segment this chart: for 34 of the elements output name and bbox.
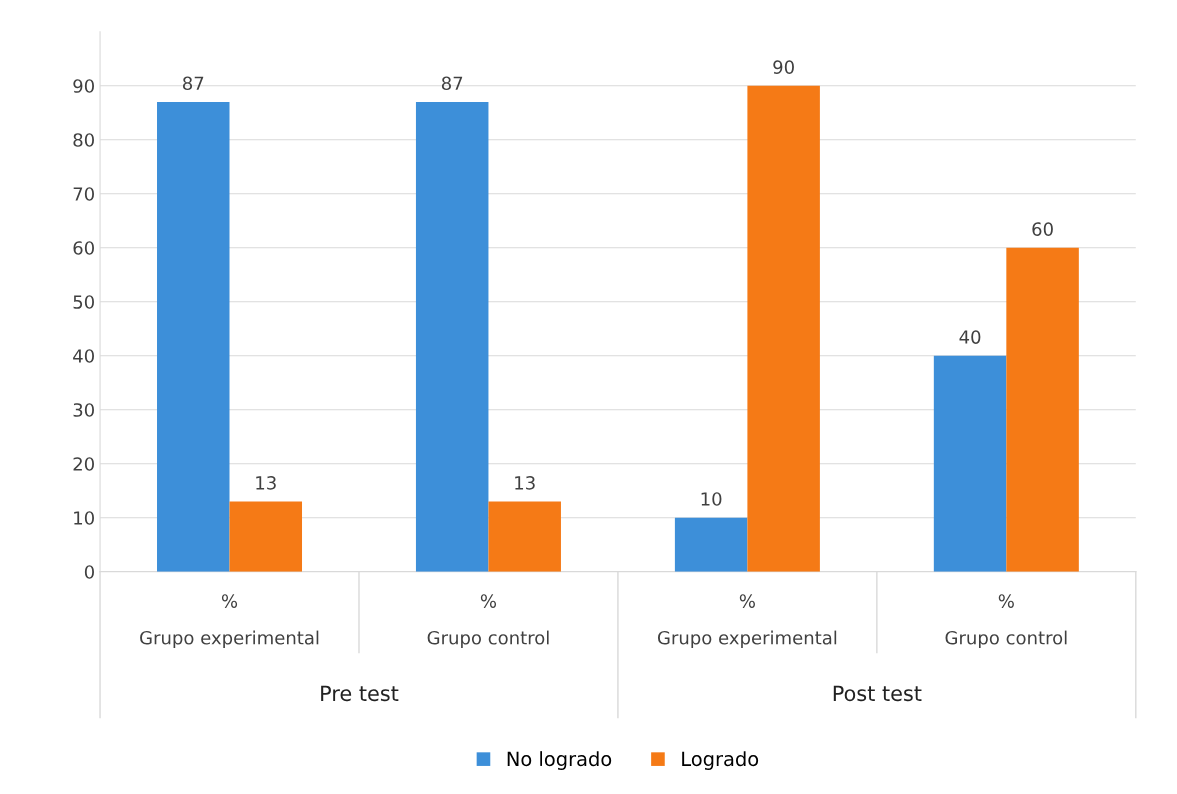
category-label: % Grupo control [945, 594, 1067, 649]
category-label: % Grupo experimental [657, 594, 837, 649]
bar [933, 355, 1007, 572]
y-tick-label: 90 [73, 79, 94, 93]
bar [488, 501, 561, 572]
text: Pre test [321, 685, 399, 702]
legend-label: No logrado [507, 751, 612, 770]
data-label: 40 [959, 330, 981, 344]
bar [415, 101, 489, 572]
data-label: 13 [515, 476, 535, 490]
y-tick-label: 80 [73, 133, 94, 147]
data-label: 13 [256, 476, 276, 490]
bar [674, 517, 748, 572]
legend-label: Logrado [682, 751, 759, 770]
y-tick-label: 0 [84, 565, 94, 579]
bar [229, 501, 303, 572]
y-tick-label: 40 [73, 349, 94, 363]
y-tick-label: 30 [73, 403, 94, 417]
category-label: % Grupo experimental [140, 594, 319, 649]
y-tick-label: 20 [73, 457, 94, 471]
data-label: 10 [701, 492, 722, 506]
data-label: 60 [1032, 222, 1053, 236]
data-label: 87 [441, 76, 463, 91]
text: Post test [833, 685, 922, 702]
y-tick-label: 50 [73, 295, 94, 309]
y-tick-label: 60 [73, 241, 94, 255]
bar [747, 85, 820, 572]
y-tick-label: 70 [73, 187, 94, 201]
bar [1006, 247, 1079, 572]
data-label: 87 [183, 76, 204, 91]
category-label: % Grupo control [427, 594, 549, 649]
y-tick-label: 10 [74, 511, 94, 525]
bar [157, 101, 230, 572]
data-label: 90 [773, 60, 794, 74]
